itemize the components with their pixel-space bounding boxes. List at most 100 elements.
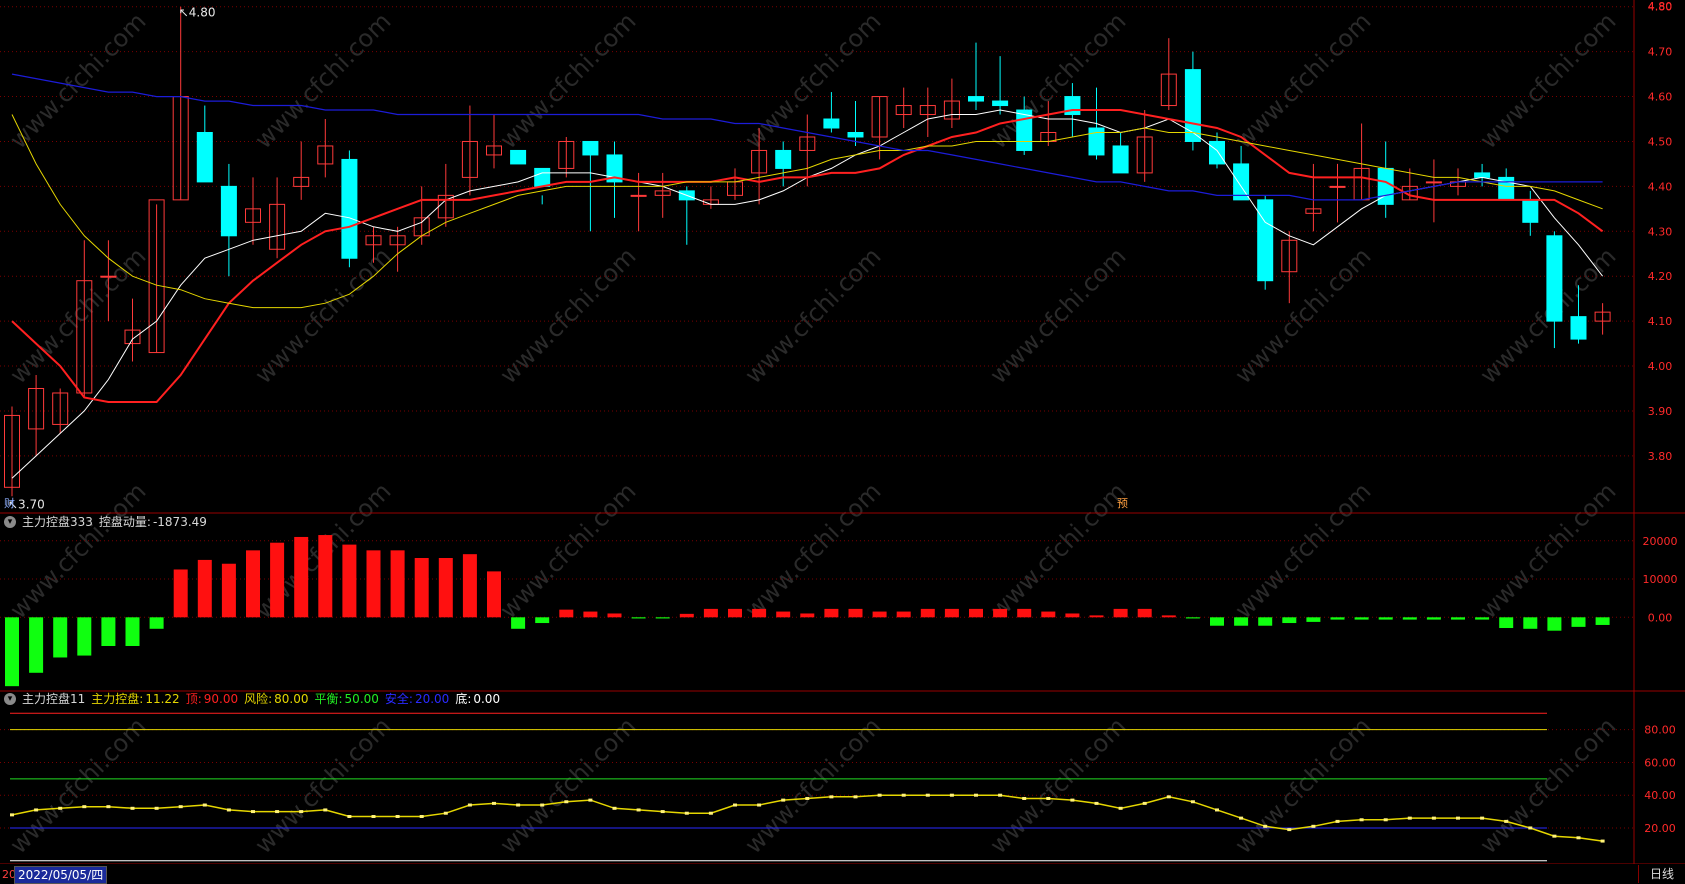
momentum-bar xyxy=(1113,608,1128,618)
watermark-text: www.cfchi.com xyxy=(4,712,151,859)
main-control-point xyxy=(1022,796,1027,800)
momentum-bar xyxy=(101,617,116,646)
watermark-text: www.cfchi.com xyxy=(984,477,1131,624)
candle-body xyxy=(1329,185,1346,188)
main-control-point xyxy=(684,811,689,815)
candle-body xyxy=(196,131,213,183)
momentum-bar xyxy=(1499,617,1514,629)
main-control-point xyxy=(540,803,545,807)
candle-body xyxy=(486,145,502,156)
main-control-point xyxy=(805,796,810,800)
momentum-bar xyxy=(1571,617,1586,627)
momentum-bar xyxy=(53,617,68,658)
main-control-point xyxy=(1504,819,1509,823)
candle-body xyxy=(775,149,792,169)
watermark-text: www.cfchi.com xyxy=(4,242,151,389)
momentum-bar xyxy=(246,550,260,618)
ma-line-ma10 xyxy=(11,109,1604,403)
candle-body xyxy=(534,167,551,187)
top-label: 顶: xyxy=(185,692,202,706)
financial-badge[interactable]: 财 xyxy=(4,497,15,510)
momentum-bar xyxy=(1306,617,1321,622)
watermark-text: www.cfchi.com xyxy=(739,7,886,154)
candle-body xyxy=(269,203,286,250)
candle-body xyxy=(365,235,382,246)
candle-body xyxy=(1016,109,1033,151)
watermark-text: www.cfchi.com xyxy=(1229,7,1376,154)
momentum-bar xyxy=(993,608,1008,618)
main-control-point xyxy=(1118,806,1123,810)
watermark-text: www.cfchi.com xyxy=(1474,712,1621,859)
candle-body xyxy=(992,100,1009,107)
main-control-point xyxy=(275,810,280,814)
price-tick-label: 4.30 xyxy=(1648,225,1673,238)
main-control-point xyxy=(130,806,135,810)
bottom-value: 0.00 xyxy=(473,692,501,706)
ma-line-ma20 xyxy=(11,114,1603,309)
main-control-point xyxy=(1335,819,1340,823)
safe-value: 20.00 xyxy=(414,692,450,706)
watermark-text: www.cfchi.com xyxy=(4,7,151,154)
main-control-point xyxy=(925,793,930,797)
indicator2-chart[interactable] xyxy=(10,712,1605,862)
momentum-bar xyxy=(1258,617,1273,626)
watermark-text: www.cfchi.com xyxy=(1474,7,1621,154)
main-control-point xyxy=(708,811,713,815)
main-control-point xyxy=(492,801,496,805)
price-tick-label: 4.70 xyxy=(1648,46,1673,59)
candle-body xyxy=(245,208,261,223)
momentum-bar xyxy=(559,609,574,618)
candle-body xyxy=(461,140,478,178)
momentum-bar xyxy=(1282,617,1297,624)
period-tab-daily[interactable]: 日线 xyxy=(1638,865,1685,883)
max-price-marker: ↖4.80 xyxy=(179,6,216,20)
main-control-point xyxy=(347,814,352,818)
main-control-point xyxy=(1263,824,1268,828)
momentum-bar xyxy=(77,617,92,656)
candle-body xyxy=(148,199,165,354)
candle-body xyxy=(1209,140,1225,165)
indicator1-chart[interactable] xyxy=(5,535,1610,687)
price-top-label: 4.80 xyxy=(1648,0,1673,13)
price-tick-label: 3.80 xyxy=(1648,450,1673,463)
price-tick-label: 4.20 xyxy=(1648,270,1673,283)
main-control-point xyxy=(371,814,376,818)
candle-body xyxy=(871,96,888,138)
momentum-bar xyxy=(390,550,405,618)
main-control-value: 11.22 xyxy=(145,692,180,706)
momentum-bar xyxy=(703,608,718,618)
main-control-point xyxy=(781,798,786,802)
main-control-point xyxy=(998,793,1003,797)
price-tick-label: 4.60 xyxy=(1648,91,1673,104)
candle-body xyxy=(630,194,647,197)
momentum-bar xyxy=(728,608,742,618)
momentum-bar xyxy=(125,617,140,646)
main-control-point xyxy=(106,805,111,809)
x-axis-start-mark: 20 xyxy=(2,868,16,881)
ind1-tick-label: 0.00 xyxy=(1648,611,1673,624)
price-tick-label: 4.50 xyxy=(1648,135,1673,148)
chevron-down-icon[interactable]: ▾ xyxy=(4,516,16,528)
forecast-badge[interactable]: 预 xyxy=(1117,497,1128,510)
price-chart[interactable]: ↖4.80 ↖3.70 xyxy=(4,6,1611,512)
main-control-point xyxy=(660,810,665,814)
candle-body xyxy=(654,190,671,196)
watermark-text: www.cfchi.com xyxy=(1229,242,1376,389)
momentum-bar xyxy=(270,542,285,618)
candle-body xyxy=(1401,185,1418,201)
momentum-bar xyxy=(511,617,526,629)
main-control-point xyxy=(588,798,593,802)
main-control-point xyxy=(1576,836,1581,840)
candle-body xyxy=(1257,199,1274,282)
momentum-bar xyxy=(631,617,646,619)
main-control-point xyxy=(829,795,834,799)
chevron-down-icon[interactable]: ▾ xyxy=(4,693,16,705)
price-tick-label: 4.80 xyxy=(1648,1,1673,14)
main-control-point xyxy=(1456,816,1460,820)
main-control-point xyxy=(974,793,978,797)
main-control-point xyxy=(636,808,641,812)
indicator1-header: ▾ 主力控盘333 控盘动量: -1873.49 xyxy=(0,513,213,531)
candle-body xyxy=(799,136,816,151)
candle-body xyxy=(895,105,912,116)
